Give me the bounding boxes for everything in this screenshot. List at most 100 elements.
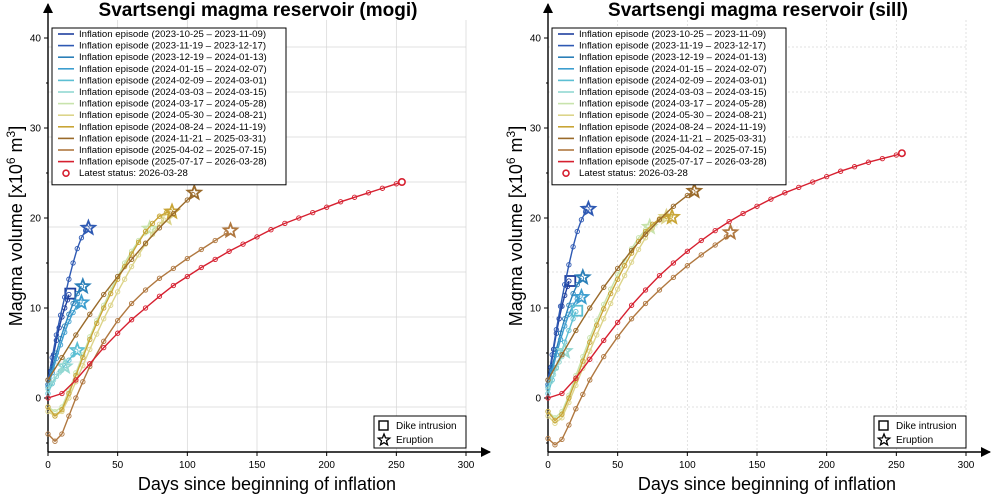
data-point xyxy=(587,339,593,345)
data-point xyxy=(73,332,79,338)
eruption-marker xyxy=(657,207,676,225)
data-point xyxy=(566,422,572,428)
data-point xyxy=(128,263,135,270)
y-axis-label: Magma volume [x106 m3] xyxy=(4,126,26,326)
latest-status-marker xyxy=(397,178,406,187)
data-point xyxy=(379,185,386,191)
eruption-marker xyxy=(572,287,591,305)
data-point xyxy=(66,390,72,397)
series-3 xyxy=(45,293,91,390)
series-line xyxy=(547,152,903,399)
data-point xyxy=(135,239,142,245)
data-point xyxy=(59,354,65,361)
series-line xyxy=(47,211,171,418)
series-7 xyxy=(45,208,176,419)
data-point xyxy=(94,331,100,337)
data-point xyxy=(87,361,93,367)
data-point xyxy=(184,255,190,262)
data-point xyxy=(726,218,732,225)
data-point xyxy=(594,332,600,338)
data-point xyxy=(156,225,163,231)
dike-intrusion-marker xyxy=(571,304,584,317)
legend-entry: Inflation episode (2023-12-19 – 2024-01-… xyxy=(79,52,267,63)
data-point xyxy=(121,276,128,282)
data-point xyxy=(142,228,149,235)
data-point xyxy=(642,287,649,293)
data-point xyxy=(62,329,68,335)
chart-mogi: 0 50 100 150 200 250 300 0 10 20 30 40 Svartsengi ma… xyxy=(4,0,491,494)
series-9 xyxy=(545,181,704,383)
data-point xyxy=(310,209,316,216)
data-point xyxy=(684,263,690,269)
series-2 xyxy=(545,267,592,388)
y-tick-label: 0 xyxy=(535,394,541,405)
data-point xyxy=(212,237,218,244)
legend-entry: Inflation episode (2024-03-03 – 2024-03-… xyxy=(579,87,767,98)
series-9 xyxy=(45,183,204,383)
data-point xyxy=(66,291,72,298)
series-line xyxy=(47,181,403,399)
data-point xyxy=(594,322,600,328)
data-point xyxy=(587,348,593,354)
data-point xyxy=(684,248,690,254)
eruption-marker xyxy=(68,340,87,358)
data-point xyxy=(545,395,551,401)
data-point xyxy=(553,326,560,333)
eruption-marker xyxy=(579,199,598,217)
legend-entry: Inflation episode (2024-03-17 – 2024-05-… xyxy=(579,99,767,110)
data-point xyxy=(73,377,79,383)
data-point xyxy=(559,352,565,358)
data-point xyxy=(740,210,746,217)
data-point xyxy=(50,377,57,383)
x-tick-label: 200 xyxy=(318,460,335,471)
data-point xyxy=(45,386,51,392)
data-point xyxy=(45,431,51,437)
data-point xyxy=(698,252,704,258)
data-point xyxy=(545,435,551,442)
data-point xyxy=(101,344,107,351)
data-point xyxy=(268,227,274,233)
data-point xyxy=(712,242,718,248)
data-point xyxy=(101,305,107,311)
data-point xyxy=(566,262,572,268)
data-point xyxy=(48,381,54,388)
data-point xyxy=(108,290,114,297)
marker-legend-box xyxy=(373,415,467,449)
data-point xyxy=(608,300,614,307)
legend-entry: Inflation episode (2024-01-15 – 2024-02-… xyxy=(579,64,767,75)
data-point xyxy=(810,179,816,185)
legend-entry: Inflation episode (2023-11-19 – 2023-12-… xyxy=(579,41,766,52)
legend-entry: Inflation episode (2024-03-03 – 2024-03-… xyxy=(79,87,267,98)
y-tick-label: 10 xyxy=(30,304,42,315)
data-point xyxy=(128,256,135,263)
data-point xyxy=(545,386,551,392)
data-point xyxy=(566,395,572,401)
series-8 xyxy=(45,202,182,419)
data-point xyxy=(53,355,60,362)
legend-entry: Inflation episode (2024-01-15 – 2024-02-… xyxy=(79,64,267,75)
x-axis-label: Days since beginning of inflation xyxy=(638,474,896,494)
legend-box xyxy=(551,27,787,186)
data-point xyxy=(796,184,802,191)
data-point xyxy=(70,309,76,316)
data-point xyxy=(552,442,558,448)
chart-title: Svartsengi magma reservoir (mogi) xyxy=(99,0,418,21)
x-tick-label: 0 xyxy=(45,460,51,471)
series-11 xyxy=(45,178,406,401)
series-line xyxy=(47,232,227,443)
data-point xyxy=(557,336,564,343)
data-point xyxy=(296,215,302,221)
data-point xyxy=(59,390,65,397)
data-point xyxy=(87,311,93,317)
data-point xyxy=(45,404,51,410)
data-point xyxy=(570,244,576,250)
legend-entry: Inflation episode (2025-07-17 – 2026-03-… xyxy=(579,157,767,168)
eruption-legend-icon xyxy=(376,432,392,447)
data-point xyxy=(559,411,565,417)
data-point xyxy=(552,417,558,424)
legend-entry: Inflation episode (2024-08-24 – 2024-11-… xyxy=(579,122,766,133)
data-point xyxy=(698,237,704,244)
y-axis-label-part: m xyxy=(6,137,26,157)
legend-entry: Inflation episode (2024-02-09 – 2024-03-… xyxy=(79,75,267,86)
